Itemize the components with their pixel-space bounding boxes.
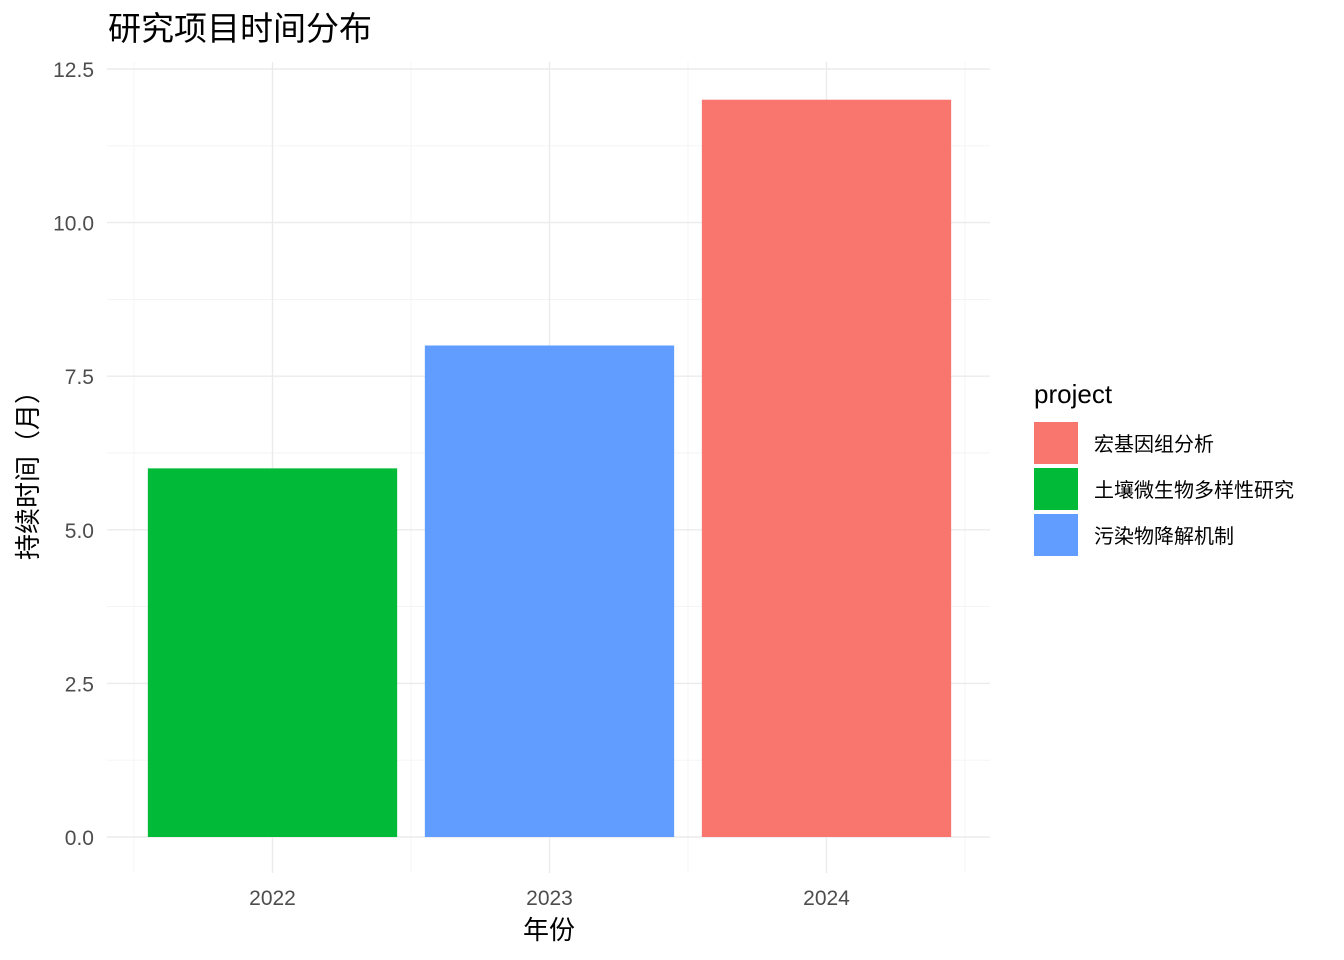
legend-label: 污染物降解机制 bbox=[1094, 524, 1234, 548]
y-tick-label: 0.0 bbox=[65, 827, 94, 850]
bar-2023 bbox=[424, 345, 675, 837]
x-tick-label: 2023 bbox=[526, 887, 573, 910]
y-tick-label: 7.5 bbox=[65, 366, 94, 389]
legend-label: 土壤微生物多样性研究 bbox=[1094, 478, 1294, 502]
legend-label: 宏基因组分析 bbox=[1094, 432, 1214, 456]
y-tick-label: 2.5 bbox=[65, 673, 94, 696]
y-tick-labels: 0.0 2.5 5.0 7.5 10.0 12.5 bbox=[53, 59, 94, 850]
bar-2022 bbox=[147, 468, 398, 837]
legend-title: project bbox=[1034, 379, 1113, 409]
x-axis-title: 年份 bbox=[523, 916, 575, 946]
x-tick-labels: 2022 2023 2024 bbox=[249, 887, 850, 910]
legend-swatch bbox=[1034, 422, 1078, 464]
bars bbox=[147, 99, 952, 838]
legend-swatch bbox=[1034, 514, 1078, 556]
y-axis-title: 持续时间（月） bbox=[14, 378, 44, 560]
chart-title: 研究项目时间分布 bbox=[108, 9, 372, 48]
y-tick-label: 12.5 bbox=[53, 59, 94, 82]
y-tick-label: 10.0 bbox=[53, 213, 94, 236]
bar-2024 bbox=[701, 99, 952, 838]
x-tick-label: 2024 bbox=[803, 887, 850, 910]
legend-swatch bbox=[1034, 468, 1078, 510]
x-tick-label: 2022 bbox=[249, 887, 296, 910]
y-tick-label: 5.0 bbox=[65, 520, 94, 543]
